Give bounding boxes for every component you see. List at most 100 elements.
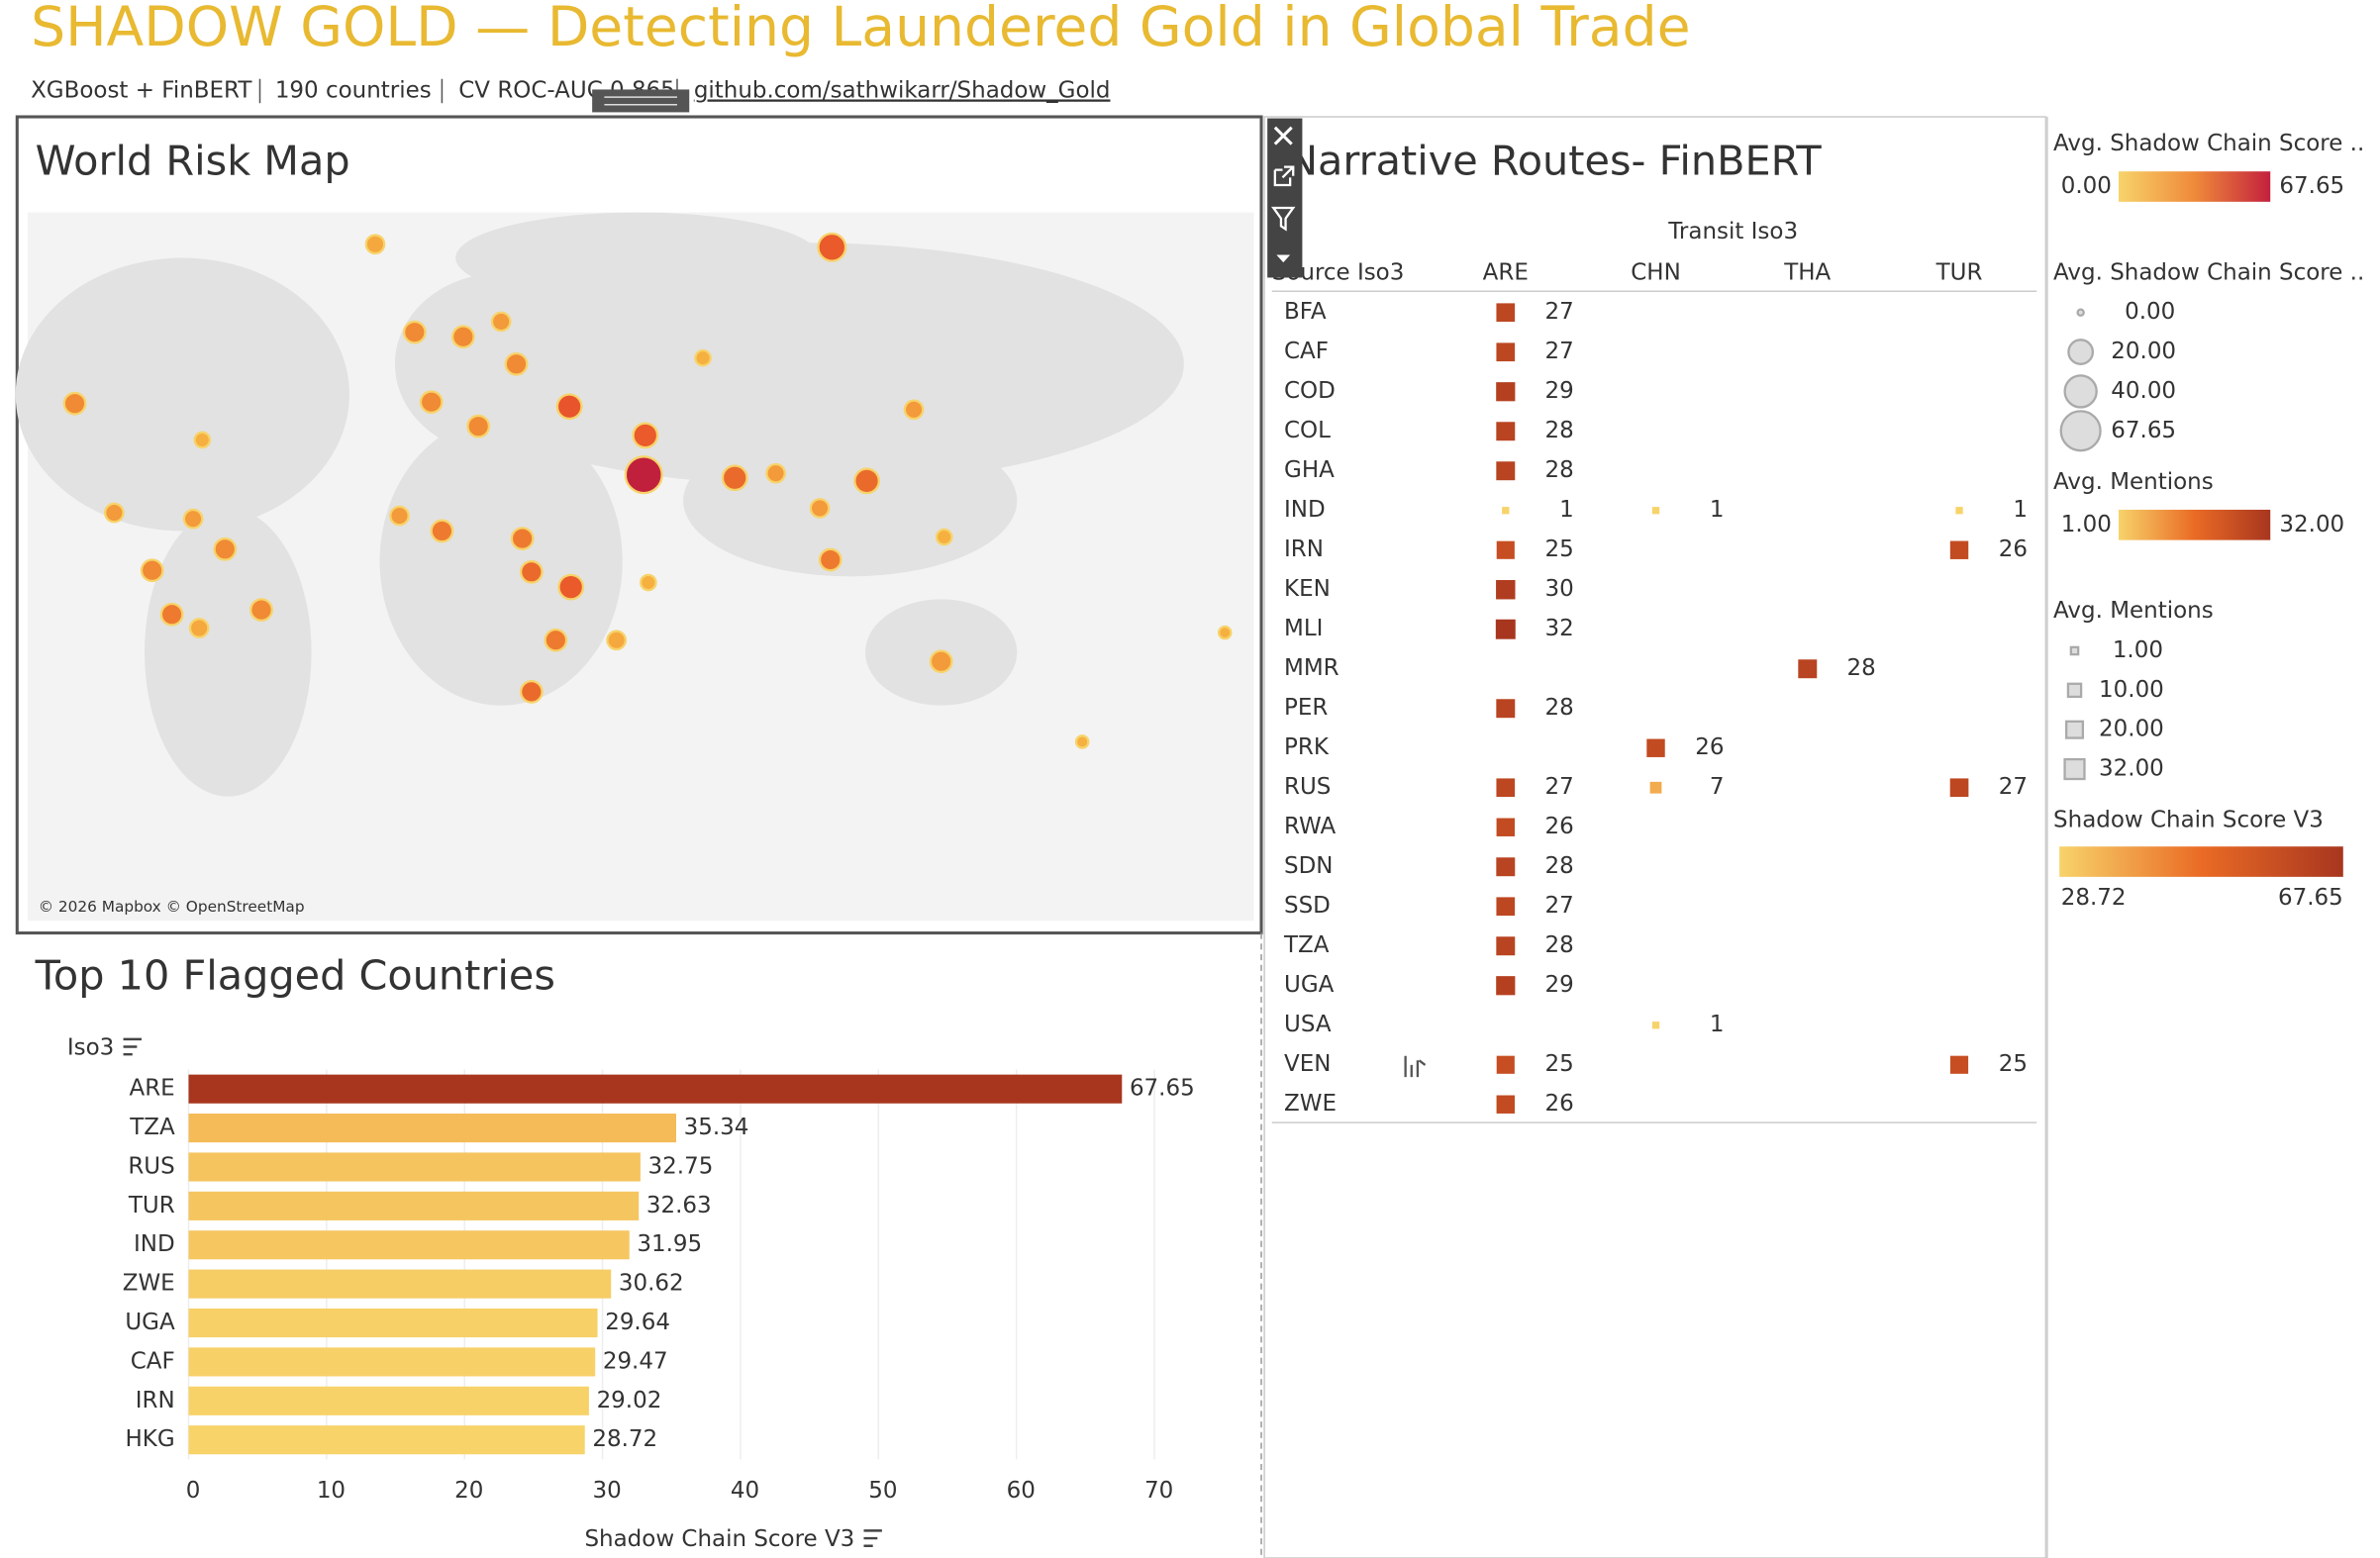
value-label: 29.47 (603, 1348, 668, 1374)
x-tick-label: 0 (186, 1478, 201, 1504)
map-points (62, 232, 1233, 749)
route-value: 26 (1999, 536, 2028, 562)
route-mark (1502, 507, 1510, 515)
sort-icon[interactable] (123, 1037, 142, 1056)
drag-handle[interactable] (592, 89, 690, 113)
column-header: ARE (1483, 259, 1529, 285)
route-mark (1496, 818, 1515, 836)
route-mark (1949, 778, 1969, 798)
menu-button[interactable] (1276, 254, 1291, 263)
value-label: 32.63 (646, 1193, 712, 1218)
route-value: 1 (1559, 497, 1574, 523)
close-button[interactable] (1273, 126, 1293, 146)
row-label: TZA (1283, 932, 1330, 958)
column-header: TUR (1935, 259, 1983, 285)
subtitle-part: 190 countries (275, 77, 432, 103)
bar (188, 1269, 612, 1299)
sort-icon[interactable] (863, 1529, 882, 1547)
route-mark (1496, 897, 1516, 917)
bar (188, 1425, 585, 1455)
subtitle-part: XGBoost + FinBERT (31, 77, 252, 103)
row-label: BFA (1284, 299, 1327, 325)
route-mark (1496, 461, 1516, 481)
route-mark (1496, 540, 1515, 559)
bar (188, 1114, 676, 1143)
y-tick-label: TZA (129, 1115, 175, 1140)
size-swatch (2069, 645, 2080, 656)
route-mark (1496, 303, 1516, 323)
row-label: UGA (1284, 972, 1335, 998)
dashboard-title: SHADOW GOLD — Detecting Laundered Gold i… (31, 0, 1690, 59)
route-mark (1496, 857, 1516, 877)
value-label: 32.75 (648, 1153, 714, 1179)
route-mark (1496, 1055, 1515, 1074)
x-axis-title: Shadow Chain Score V3 (584, 1526, 854, 1552)
x-tick-label: 40 (731, 1478, 759, 1504)
map-attribution: © 2026 Mapbox © OpenStreetMap (39, 898, 305, 916)
route-value: 27 (1545, 339, 1574, 364)
x-tick-label: 20 (454, 1478, 483, 1504)
size-swatch (2063, 374, 2098, 409)
route-value: 26 (1545, 814, 1574, 839)
legend-label: 32.00 (2279, 512, 2344, 537)
toolbar (1267, 118, 1303, 278)
row-label: MMR (1284, 655, 1339, 681)
route-value: 25 (1545, 1051, 1574, 1077)
filter-button[interactable] (1271, 206, 1296, 232)
route-value: 27 (1545, 893, 1574, 919)
popout-button[interactable] (1273, 165, 1295, 187)
y-tick-label: CAF (131, 1348, 175, 1374)
row-label: IND (1284, 497, 1326, 523)
y-tick-label: HKG (126, 1426, 175, 1452)
row-action-icon[interactable] (1404, 1055, 1427, 1078)
row-label: COL (1284, 418, 1331, 443)
route-value: 28 (1545, 418, 1574, 443)
y-tick-label: TUR (128, 1193, 175, 1218)
row-label: ZWE (1284, 1091, 1337, 1117)
route-value: 7 (1710, 774, 1725, 800)
route-mark (1649, 781, 1662, 794)
row-label: SDN (1284, 853, 1333, 879)
route-mark (1496, 778, 1516, 798)
x-tick-label: 30 (593, 1478, 622, 1504)
bar (188, 1230, 630, 1260)
route-value: 28 (1545, 695, 1574, 721)
legend-title: Avg. Mentions (2053, 469, 2214, 495)
route-value: 1 (1710, 1012, 1725, 1037)
route-mark (1949, 540, 1969, 559)
route-value: 25 (1999, 1051, 2028, 1077)
route-mark (1496, 1095, 1515, 1114)
row-label: IRN (1284, 536, 1324, 562)
size-swatch (2059, 410, 2102, 452)
route-mark (1496, 936, 1516, 956)
legend-label: 10.00 (2099, 677, 2164, 703)
route-value: 32 (1545, 616, 1574, 641)
y-tick-label: IRN (136, 1388, 175, 1413)
value-label: 67.65 (1130, 1076, 1195, 1102)
value-label: 31.95 (637, 1231, 702, 1257)
legend-label: 32.00 (2099, 756, 2164, 782)
route-mark (1495, 619, 1516, 639)
github-link[interactable]: github.com/sathwikarr/Shadow_Gold (694, 77, 1111, 103)
row-label: RUS (1284, 774, 1331, 800)
route-value: 27 (1999, 774, 2028, 800)
route-mark (1651, 507, 1660, 515)
route-mark (1496, 976, 1516, 996)
map-title: World Risk Map (36, 138, 350, 185)
row-label: VEN (1284, 1051, 1331, 1077)
y-tick-label: ARE (129, 1076, 174, 1102)
row-label: PRK (1284, 734, 1330, 760)
color-ramp (2118, 171, 2271, 202)
legend-title: Avg. Shadow Chain Score .. (2053, 131, 2364, 156)
row-label: CAF (1284, 339, 1329, 364)
size-swatch (2076, 308, 2085, 317)
y-tick-label: RUS (128, 1153, 174, 1179)
column-group-header: Transit Iso3 (1667, 219, 1798, 244)
route-value: 28 (1545, 457, 1574, 483)
column-header: THA (1783, 259, 1831, 285)
legend-title: Avg. Shadow Chain Score .. (2053, 259, 2364, 285)
color-ramp (2059, 846, 2343, 877)
route-mark (1646, 738, 1665, 757)
legend-label: 20.00 (2111, 339, 2176, 364)
legend-label: 0.00 (2061, 173, 2112, 199)
